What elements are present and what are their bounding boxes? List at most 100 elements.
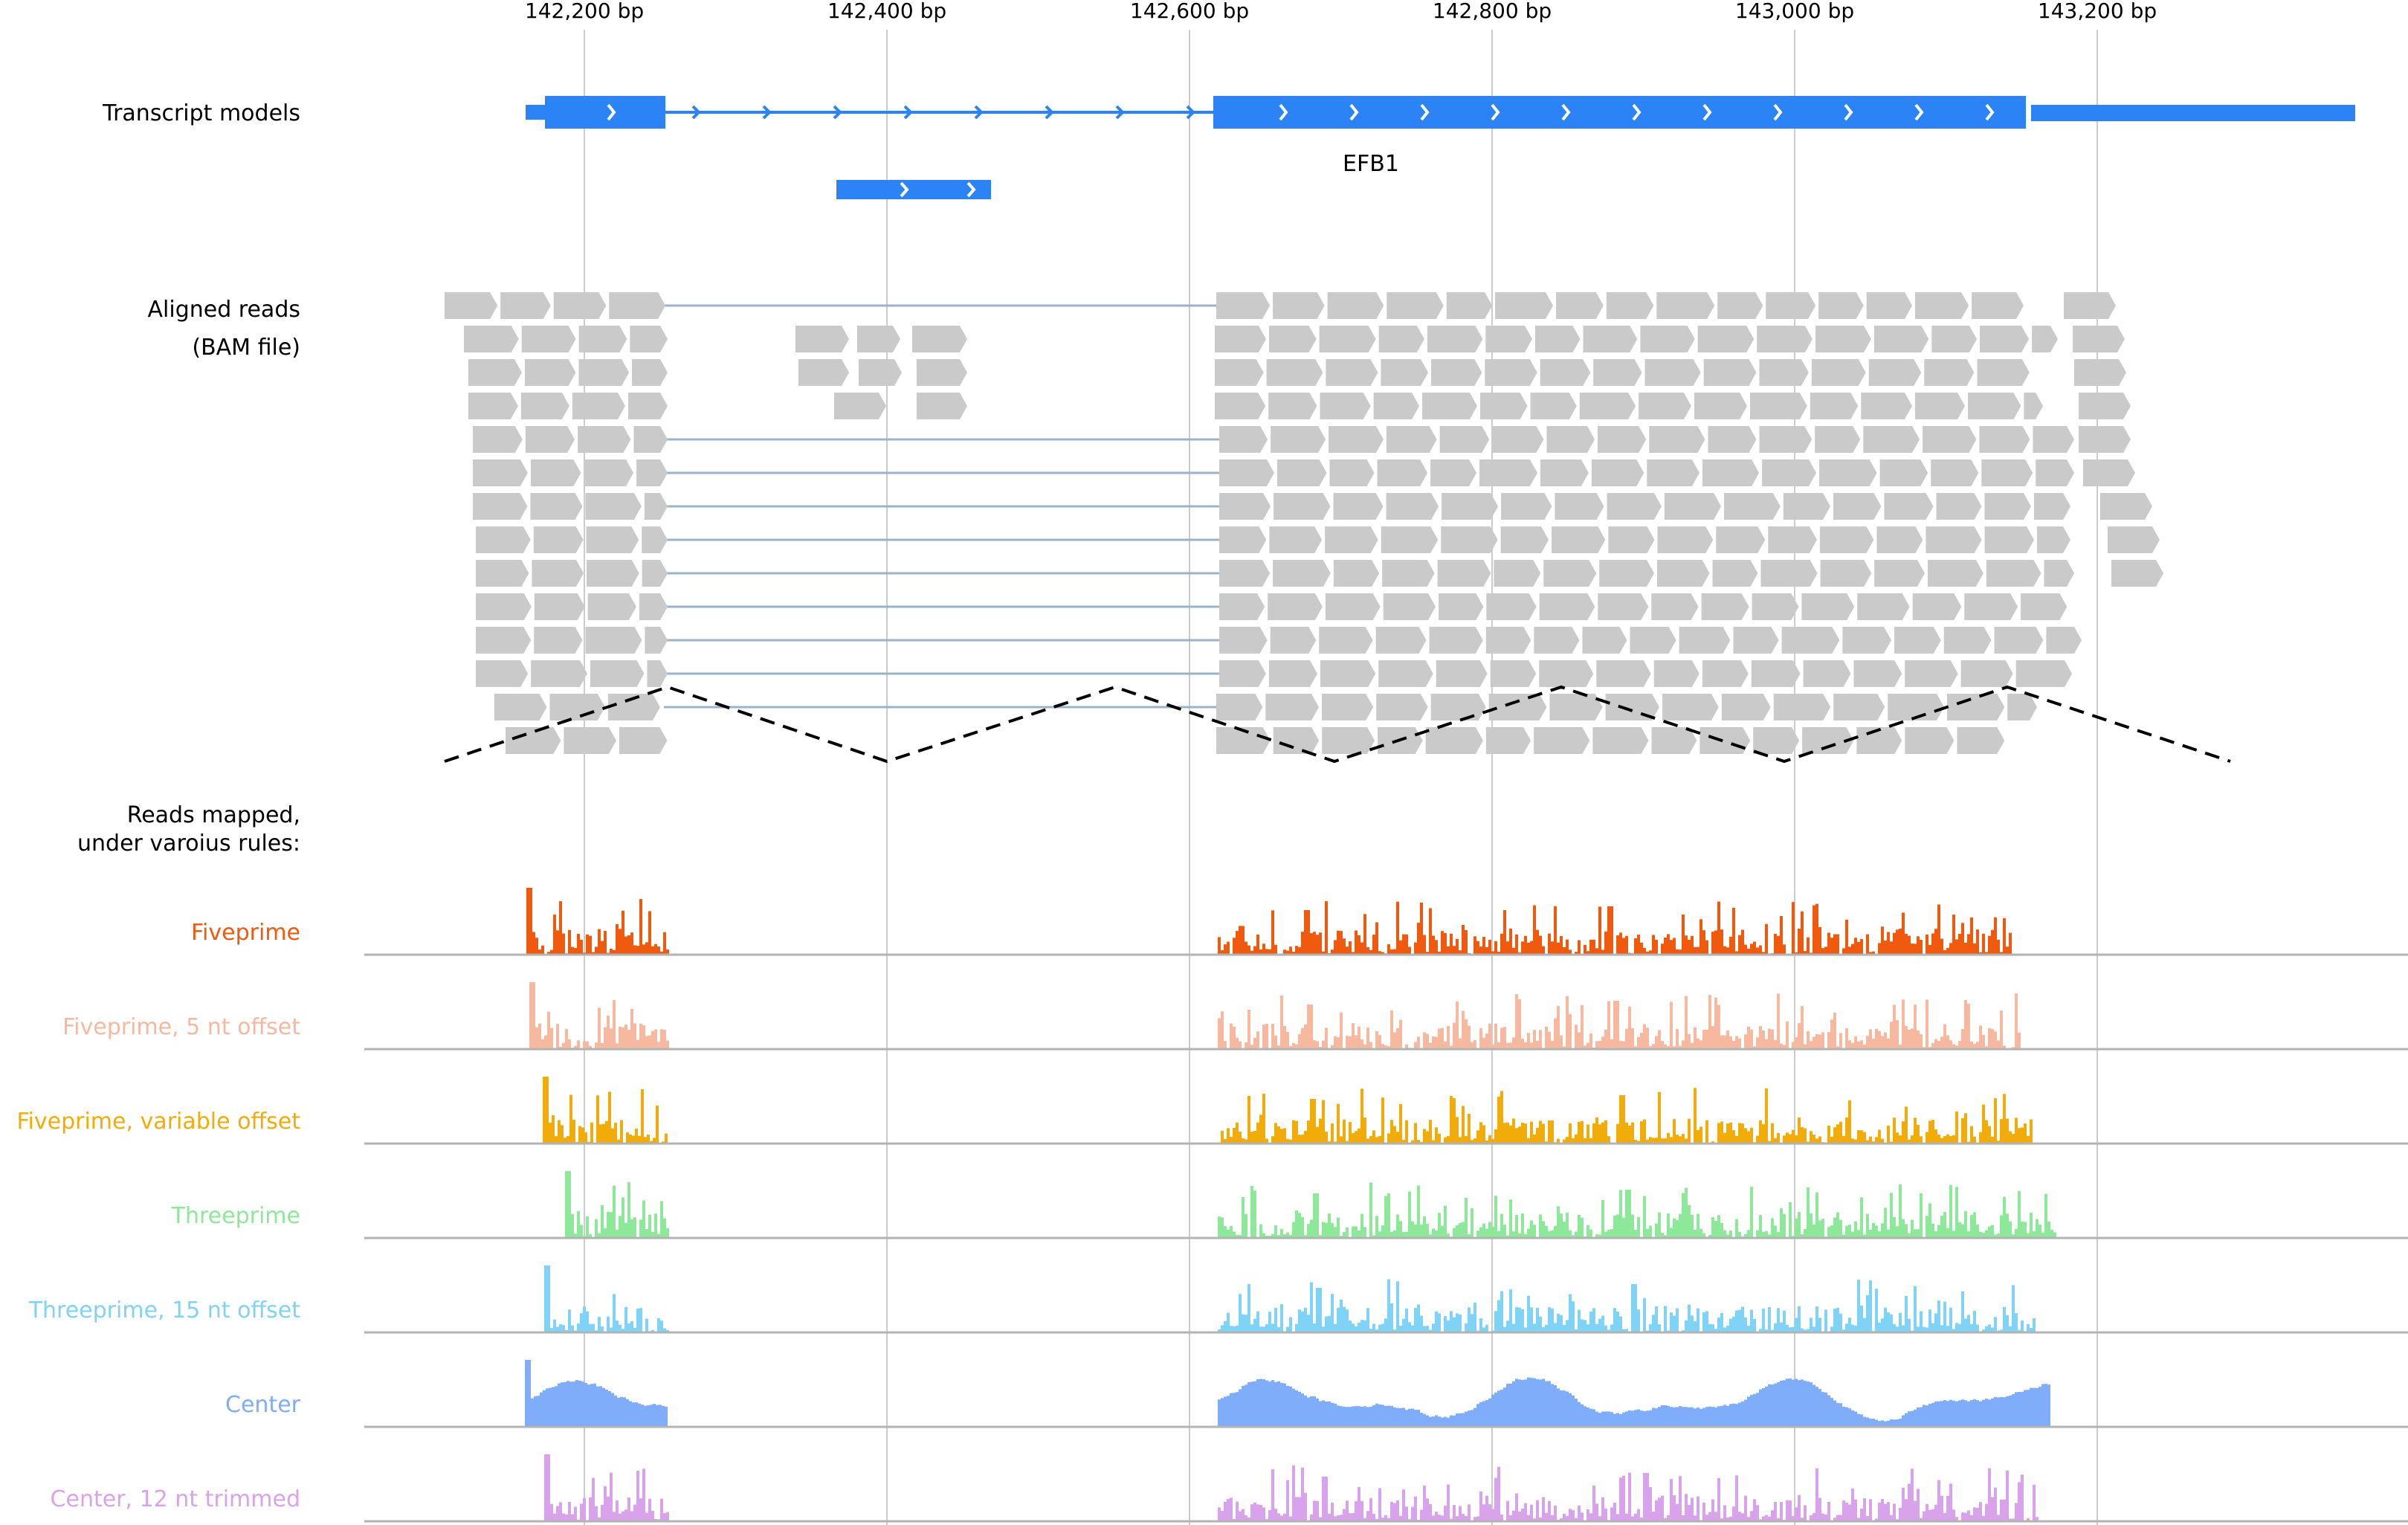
- coverage-bar: [1298, 1391, 1301, 1427]
- coverage-bar: [1720, 1035, 1723, 1049]
- coverage-bar: [1479, 1402, 1482, 1427]
- coverage-bar: [1485, 1140, 1488, 1144]
- coverage-bar: [1527, 1228, 1530, 1238]
- coverage-bar: [1488, 1023, 1491, 1049]
- coverage-bar: [1578, 1309, 1581, 1332]
- coverage-bar: [1985, 952, 1988, 955]
- coverage-bar: [552, 1115, 555, 1144]
- coverage-bar: [660, 1321, 663, 1332]
- aligned-read: [1439, 426, 1490, 453]
- coverage-bar: [1994, 1396, 1997, 1427]
- coverage-bar: [1807, 937, 1810, 955]
- coverage-bar: [1634, 1139, 1637, 1144]
- coverage-bar: [1702, 1312, 1705, 1332]
- coverage-bar: [1768, 1234, 1771, 1238]
- coverage-bar: [1738, 1123, 1741, 1144]
- coverage-bar: [1363, 1118, 1366, 1144]
- coverage-bar: [1360, 1320, 1363, 1332]
- coverage-bar: [1259, 949, 1262, 955]
- coverage-bar: [1390, 1231, 1393, 1238]
- coverage-bar: [550, 1028, 553, 1049]
- coverage-bar: [1405, 1231, 1408, 1238]
- aligned-read: [1818, 292, 1864, 319]
- coverage-bar: [1973, 1507, 1976, 1521]
- aligned-read: [1873, 326, 1929, 352]
- coverage-bar: [622, 1197, 624, 1238]
- strand-chevron-icon: [1632, 103, 1642, 121]
- coverage-bar: [1833, 1127, 1836, 1144]
- coverage-bar: [528, 1360, 531, 1427]
- coverage-bar: [1548, 1307, 1551, 1332]
- coverage-bar: [1747, 1517, 1750, 1521]
- coverage-bar: [525, 1360, 528, 1427]
- coverage-bar: [1586, 1042, 1589, 1049]
- coverage-bar: [1646, 951, 1649, 955]
- coverage-bar: [1673, 1407, 1676, 1427]
- coverage-bar: [1586, 1225, 1589, 1238]
- coverage-bar: [1527, 1295, 1530, 1332]
- coverage-bar: [1845, 1502, 1848, 1521]
- coverage-bar: [1242, 1197, 1245, 1238]
- coverage-bar: [2033, 1484, 2036, 1521]
- coverage-bar: [2003, 1196, 2006, 1238]
- coverage-bar: [1887, 932, 1890, 955]
- coverage-bar: [1381, 1518, 1384, 1521]
- coverage-bar: [633, 1327, 636, 1332]
- aligned-read: [1810, 393, 1859, 419]
- aligned-read: [645, 627, 668, 654]
- coverage-bar: [1691, 1042, 1694, 1049]
- coverage-bar: [1893, 1419, 1896, 1427]
- coverage-bar: [1643, 1297, 1646, 1332]
- coverage-bar: [1224, 1321, 1227, 1332]
- aligned-read: [1219, 493, 1271, 520]
- coverage-bar: [1497, 1300, 1500, 1332]
- coverage-bar: [547, 1011, 550, 1049]
- coverage-bar: [1738, 1309, 1741, 1332]
- coverage-bar: [1411, 1408, 1414, 1427]
- coverage-bar: [656, 1405, 659, 1427]
- coverage-bar: [1530, 1220, 1533, 1238]
- coverage-bar: [1985, 1230, 1988, 1238]
- coverage-bar: [595, 1219, 598, 1238]
- coverage-bar: [1221, 1130, 1224, 1144]
- coverage-bar: [1949, 1399, 1952, 1427]
- aligned-read: [2046, 627, 2082, 654]
- coverage-bar: [1289, 1139, 1292, 1144]
- coverage-bar: [654, 944, 657, 955]
- aligned-read: [2032, 326, 2058, 352]
- coverage-bar: [1280, 1229, 1283, 1238]
- coverage-bar: [1274, 1035, 1277, 1049]
- coverage-bar: [1753, 1318, 1756, 1332]
- coverage-bar: [1988, 1324, 1991, 1332]
- coverage-bar: [2053, 1232, 2056, 1238]
- coverage-bar: [1756, 1393, 1759, 1427]
- coverage-bar: [613, 999, 616, 1049]
- coverage-bar: [1450, 1415, 1453, 1427]
- coverage-bar: [1518, 999, 1521, 1049]
- aligned-read: [1320, 393, 1371, 419]
- coverage-bar: [1468, 1025, 1471, 1049]
- coverage-bar: [1491, 1394, 1494, 1427]
- aligned-read: [912, 326, 967, 352]
- aligned-read: [1947, 694, 2005, 720]
- coverage-bar: [2012, 1234, 2015, 1238]
- coverage-bar: [1697, 1213, 1700, 1238]
- coverage-bar: [1453, 1317, 1456, 1332]
- coverage-bar: [1937, 1135, 1940, 1144]
- coverage-bar: [1926, 1132, 1928, 1144]
- coverage-bar: [1346, 1407, 1349, 1427]
- coverage-bar: [1399, 1019, 1402, 1049]
- coverage-bar: [1813, 1224, 1815, 1238]
- aligned-read: [464, 326, 519, 352]
- coverage-bar: [1762, 1030, 1765, 1049]
- coverage-bar: [1780, 1043, 1783, 1049]
- coverage-bar: [1723, 1405, 1726, 1427]
- coverage-bar: [1961, 1118, 1964, 1144]
- coverage-bar: [1521, 1213, 1524, 1238]
- transcript-models: Transcript models EFB1: [102, 96, 2355, 199]
- coverage-bar: [1679, 1213, 1682, 1238]
- coverage-bar: [1575, 1025, 1578, 1049]
- coverage-bar: [578, 1380, 581, 1427]
- coverage-bar: [537, 1396, 540, 1427]
- coverage-bar: [1536, 1379, 1539, 1427]
